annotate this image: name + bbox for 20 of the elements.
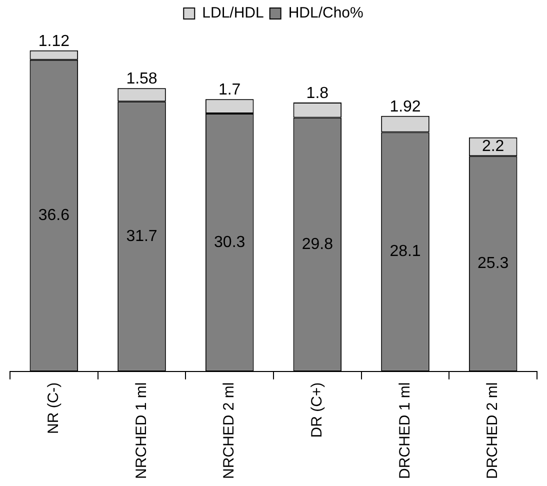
data-label: 1.7 [218,81,241,98]
data-label: 1.12 [38,32,70,50]
data-label: 28.1 [390,243,421,260]
x-tick-label: NR (C-) [45,382,62,434]
x-tick-label: NRCHED 2 ml [220,382,238,480]
x-tick-label: DRCHED 2 ml [484,382,502,480]
x-tick-label: DR (C+) [308,382,326,438]
data-label: 2.2 [482,138,504,156]
data-label: 1.58 [126,70,158,88]
data-label: 36.6 [38,207,70,224]
data-label: 1.8 [306,84,329,102]
data-label: 30.3 [214,234,246,251]
data-label: 31.7 [126,228,158,245]
data-label: 1.92 [390,98,421,116]
data-label: 29.8 [302,236,334,253]
x-tick-label: NRCHED 1 ml [132,382,150,480]
x-tick-label: DRCHED 1 ml [396,382,414,480]
legend-label: HDL/Cho% [288,4,364,22]
data-label: 25.3 [478,255,509,272]
legend-label: LDL/HDL [202,4,264,22]
